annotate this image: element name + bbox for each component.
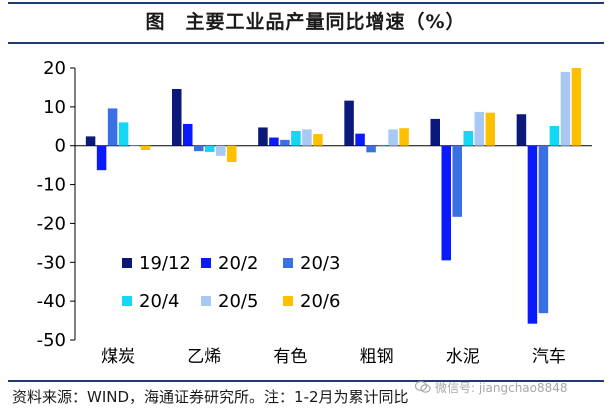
bar <box>549 125 560 146</box>
bar <box>571 68 582 146</box>
x-category-label: 乙烯 <box>187 347 221 367</box>
bar <box>463 130 473 146</box>
bar <box>258 127 268 146</box>
bar <box>485 112 495 146</box>
legend-label: 20/6 <box>300 291 340 312</box>
legend-swatch <box>122 258 132 268</box>
bar <box>140 145 151 150</box>
legend-label: 20/4 <box>139 291 179 312</box>
title-rule-top <box>8 2 604 4</box>
legend-label: 20/3 <box>300 253 340 274</box>
chart-title: 图 主要工业品产量同比增速（%） <box>145 11 466 33</box>
y-tick-label: -10 <box>37 175 66 196</box>
bar <box>560 71 571 146</box>
bar <box>118 122 129 146</box>
bar <box>388 129 398 146</box>
bar <box>474 111 484 146</box>
legend-label: 20/5 <box>218 291 258 312</box>
source-note: 资料来源：WIND，海通证券研究所。注：1-2月为累计同比 <box>12 388 409 406</box>
legend-swatch <box>283 258 293 268</box>
legend-label: 20/2 <box>218 253 258 274</box>
bar <box>291 130 301 146</box>
legend-label: 19/12 <box>139 253 191 274</box>
bar <box>227 145 237 163</box>
bar <box>172 88 182 146</box>
y-tick-label: 0 <box>55 136 66 157</box>
bar <box>269 137 279 146</box>
title-rule-bottom <box>8 42 604 44</box>
bar <box>280 139 290 146</box>
bar <box>107 108 118 146</box>
y-tick-label: -50 <box>37 330 66 351</box>
bar <box>355 133 365 146</box>
watermark-text: 微信号: jiangchao8848 <box>435 381 568 395</box>
bar <box>216 145 226 156</box>
y-tick-label: 10 <box>43 97 66 118</box>
y-tick-label: 20 <box>43 58 66 79</box>
bar <box>452 145 462 217</box>
legend-swatch <box>283 296 293 306</box>
legend-swatch <box>122 296 132 306</box>
bar <box>313 134 323 146</box>
bar <box>344 100 354 146</box>
x-category-label: 煤炭 <box>101 347 135 367</box>
bar <box>516 114 527 146</box>
wechat-icon <box>415 380 431 393</box>
bar <box>377 144 387 146</box>
bar <box>194 145 204 152</box>
bar <box>302 129 312 146</box>
bar-chart: 20 10 0 -10 -20 -30 -40 -50 煤炭 乙烯 有色 粗钢 水泥 汽车 19/12 20/… <box>37 58 592 367</box>
source-rule <box>8 380 604 382</box>
legend-swatch <box>201 296 211 306</box>
bar <box>527 145 538 324</box>
bar <box>430 118 440 146</box>
bar <box>399 128 409 146</box>
bar <box>85 136 96 146</box>
bar <box>96 145 107 171</box>
y-tick-label: -20 <box>37 213 66 234</box>
bar <box>538 145 549 314</box>
x-category-label: 水泥 <box>446 347 480 367</box>
bar <box>205 145 215 152</box>
watermark: 微信号: jiangchao8848 <box>415 377 605 399</box>
x-category-label: 有色 <box>273 347 307 367</box>
y-tick-label: -40 <box>37 291 66 312</box>
bar <box>129 145 140 147</box>
y-tick-label: -30 <box>37 252 66 273</box>
legend-swatch <box>201 258 211 268</box>
bar <box>183 123 193 146</box>
x-category-label: 汽车 <box>532 347 566 367</box>
x-category-label: 粗钢 <box>360 347 394 367</box>
bar <box>441 145 451 261</box>
bar <box>366 145 376 153</box>
